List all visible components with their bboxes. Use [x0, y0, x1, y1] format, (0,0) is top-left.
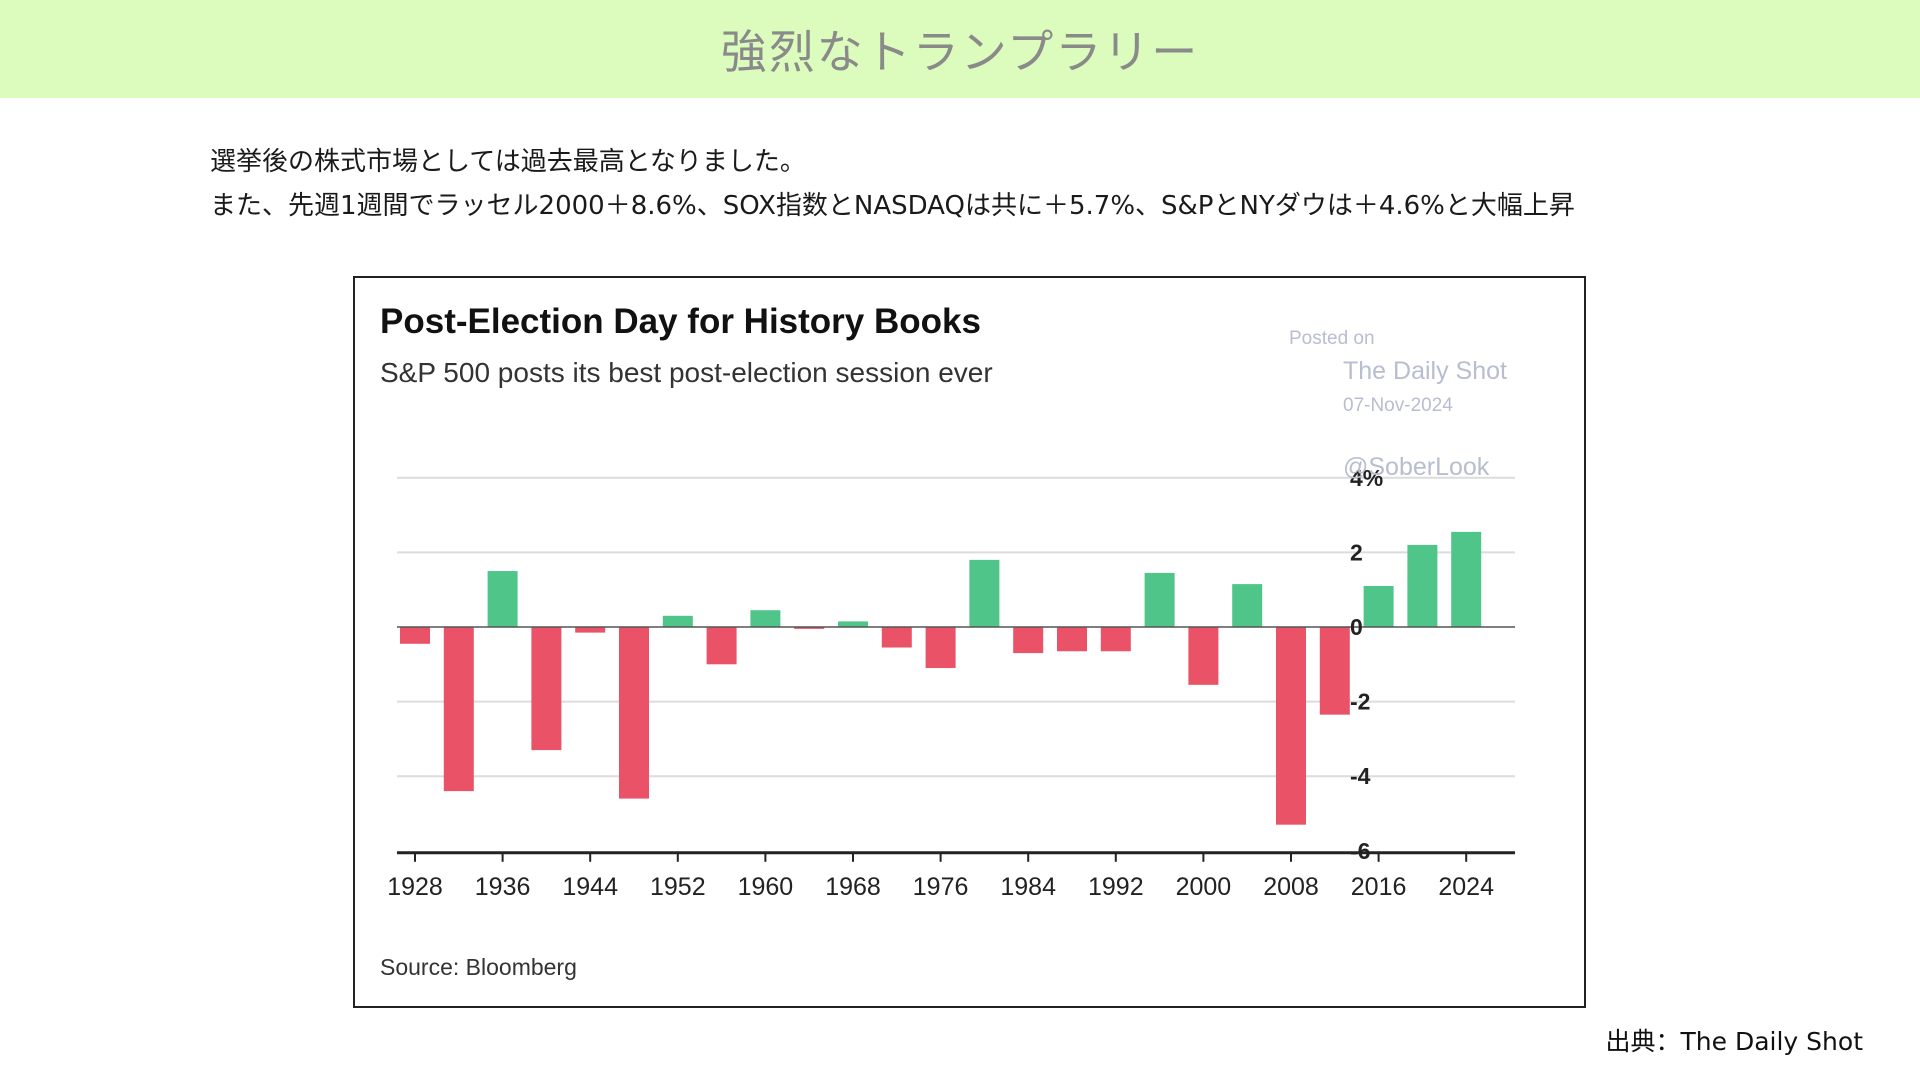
watermark-handle: @SoberLook	[1343, 453, 1490, 481]
watermark-posted-on: Posted on	[1289, 328, 1375, 349]
bar-chart: 4%20-2-4-6 1928 1936 1944 1952 1960 1968 1976 1…	[380, 302, 1515, 980]
grid-lines	[397, 476, 1515, 778]
title-bar: 強烈なトランプラリー	[0, 0, 1920, 98]
x-tick-label: 2008	[1263, 873, 1319, 901]
bar-1932	[443, 627, 474, 792]
x-tick-label: 1936	[475, 873, 531, 901]
source-credit: 出典：The Daily Shot	[1605, 1027, 1863, 1056]
bar-1980	[969, 559, 1000, 627]
bars	[400, 531, 1482, 825]
y-tick-label: 0	[1350, 614, 1363, 640]
x-tick-label: 2000	[1176, 873, 1232, 901]
bar-1928	[400, 627, 430, 644]
bar-1952	[662, 615, 693, 627]
bar-2024	[1451, 531, 1482, 627]
x-tick-label: 1928	[387, 873, 443, 901]
x-tick-label: 1960	[738, 873, 794, 901]
chart-source: Source: Bloomberg	[380, 954, 577, 980]
y-tick-label: -6	[1350, 838, 1370, 864]
bar-1944	[575, 627, 606, 633]
bar-1992	[1100, 627, 1131, 652]
bar-2012	[1319, 627, 1350, 715]
x-tick-label: 2024	[1438, 873, 1494, 901]
y-tick-label: 2	[1350, 539, 1363, 565]
bar-1976	[925, 627, 956, 669]
chart-subtitle: S&P 500 posts its best post-election ses…	[380, 357, 993, 388]
watermark-name: The Daily Shot	[1343, 357, 1507, 385]
x-tick-label: 1992	[1088, 873, 1144, 901]
bar-1960	[750, 610, 781, 627]
x-axis-labels: 1928 1936 1944 1952 1960 1968 1976 1984 1992 2000…	[387, 873, 1494, 901]
chart-frame: 4% 2 0 -2 -4 -6 1928 1936 1944 1952 1960 1968 1976 1…	[353, 276, 1586, 1008]
description-line-2: また、先週1週間でラッセル2000＋8.6%、SOX指数とNASDAQは共に＋5…	[210, 191, 1575, 221]
y-tick-label: -2	[1350, 689, 1370, 715]
x-tick-label: 1952	[650, 873, 706, 901]
watermark-date: 07-Nov-2024	[1343, 395, 1453, 416]
description-line-1: 選挙後の株式市場としては過去最高となりました。	[210, 147, 806, 177]
bar-1956	[706, 627, 737, 665]
bar-2020	[1407, 544, 1438, 627]
bar-2000	[1188, 627, 1219, 685]
page-title: 強烈なトランプラリー	[720, 25, 1200, 79]
bar-1996	[1144, 572, 1175, 627]
bar-1972	[881, 627, 912, 648]
bar-2016	[1363, 585, 1394, 627]
bar-1948	[619, 627, 649, 799]
bar-1988	[1057, 627, 1087, 652]
y-tick-label: 4%	[1350, 465, 1383, 491]
description: 選挙後の株式市場としては過去最高となりました。 また、先週1週間でラッセル200…	[210, 140, 1575, 228]
y-tick-label: -4	[1350, 763, 1371, 789]
x-tick-label: 1984	[1000, 873, 1056, 901]
x-tick-label: 1944	[562, 873, 618, 901]
bar-1968	[838, 621, 868, 627]
chart-title: Post-Election Day for History Books	[380, 302, 981, 341]
bar-1984	[1013, 627, 1044, 654]
bar-2008	[1276, 627, 1306, 825]
x-tick-label: 1968	[825, 873, 881, 901]
bar-1936	[487, 571, 518, 627]
x-tick-label: 1976	[913, 873, 969, 901]
bar-2004	[1232, 584, 1263, 627]
bar-1940	[531, 627, 562, 751]
y-axis-labels: 4% 2 0 -2 -4 -6	[1350, 465, 1383, 864]
x-tick-label: 2016	[1351, 873, 1407, 901]
x-axis	[397, 626, 1515, 862]
bar-1964	[794, 627, 825, 629]
